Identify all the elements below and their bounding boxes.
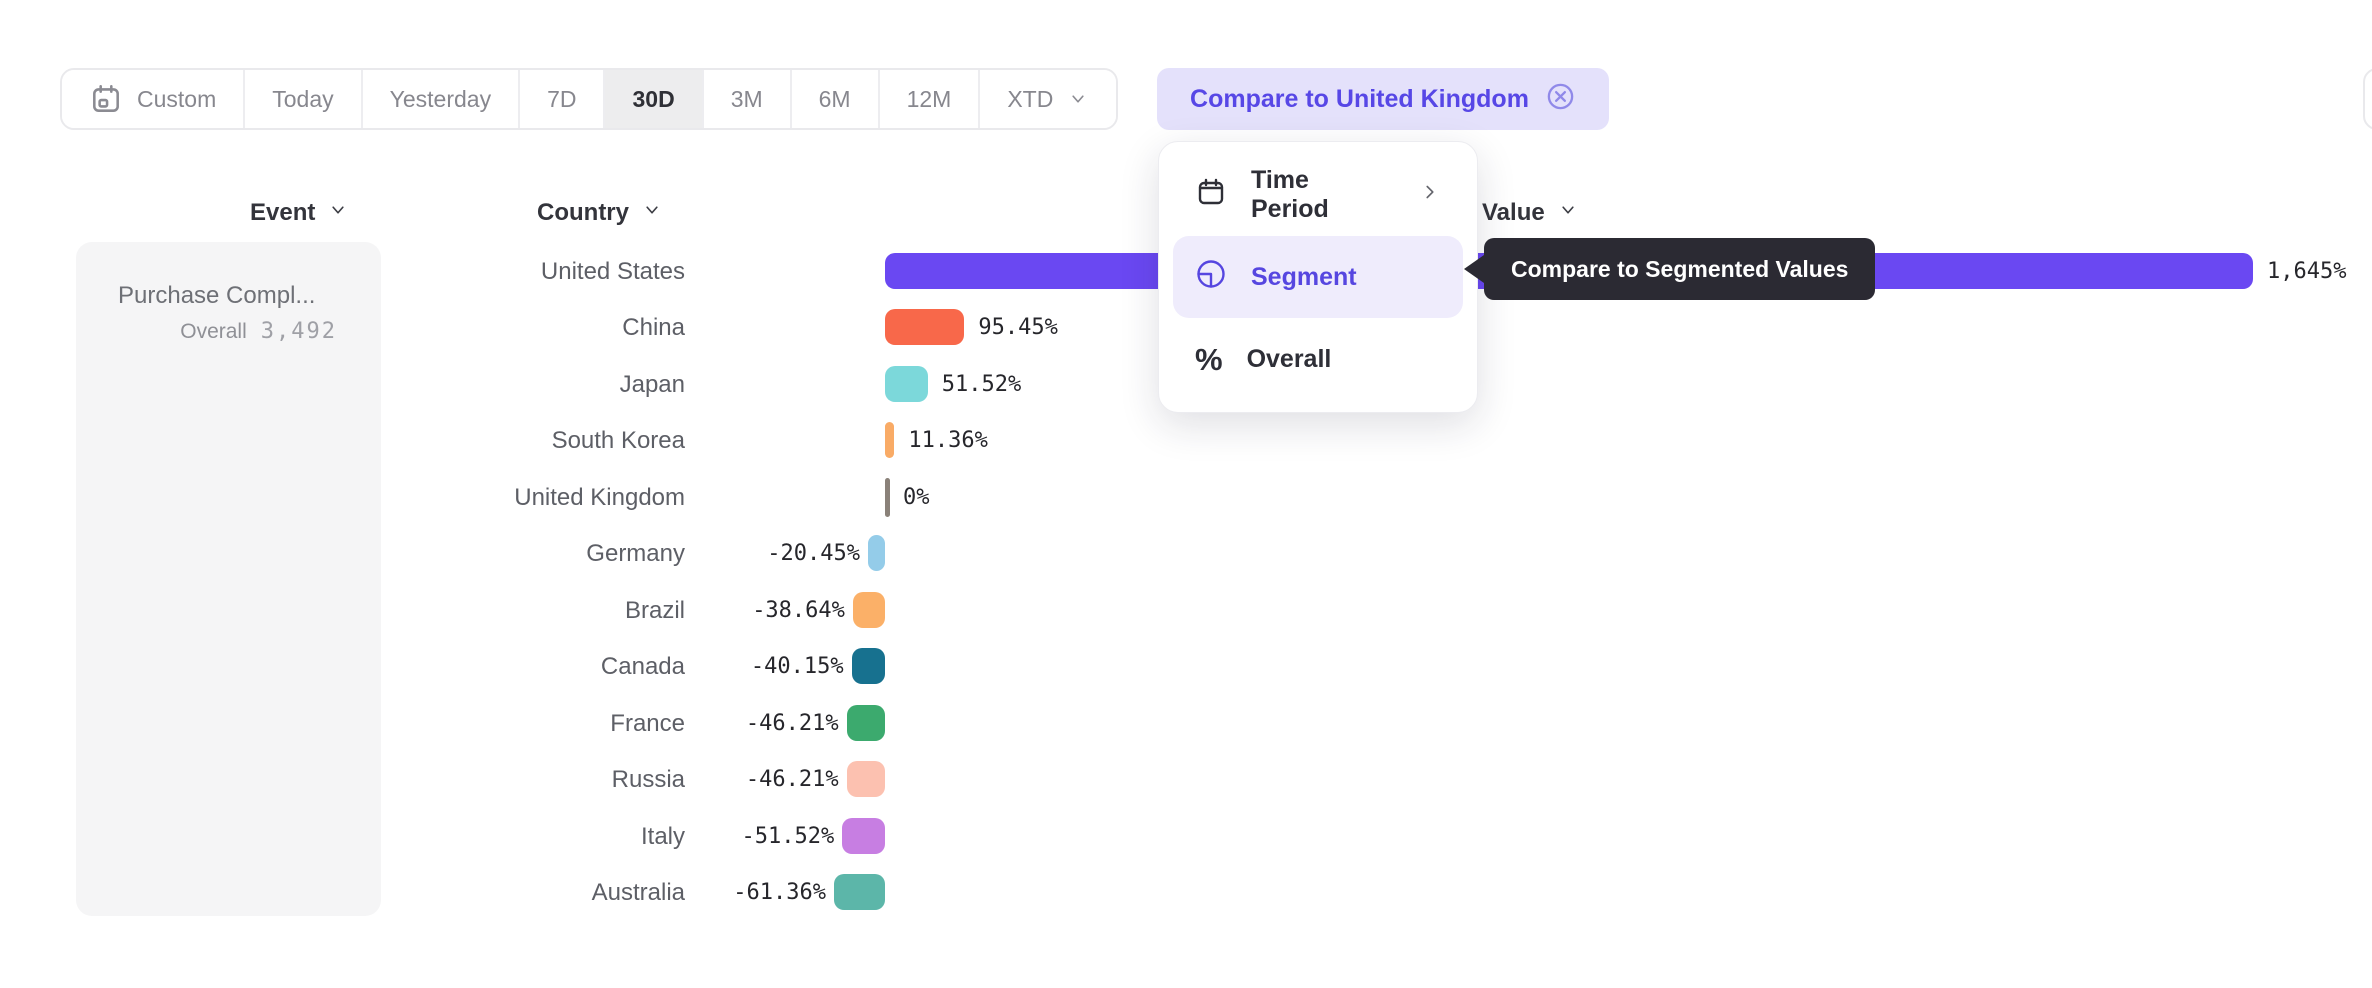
tooltip-text: Compare to Segmented Values	[1484, 238, 1876, 300]
column-header-country[interactable]: Country	[537, 198, 663, 228]
country-label: Japan	[619, 370, 685, 398]
calendar-icon	[1195, 176, 1227, 215]
range-button-custom[interactable]: Custom	[62, 70, 246, 128]
range-label: XTD	[1007, 85, 1054, 112]
menu-item-overall[interactable]: % Overall	[1173, 318, 1463, 400]
event-overall-row: Overall 3,492	[118, 319, 337, 344]
range-button-12m[interactable]: 12M	[879, 70, 981, 128]
value-header-label: Value	[1482, 199, 1545, 226]
range-label: Custom	[137, 85, 217, 112]
value-label: 51.52%	[941, 371, 1022, 397]
country-label: Australia	[591, 879, 685, 906]
chart-row-china: China 95.45%	[0, 299, 2372, 356]
date-range-toolbar: Custom Today Yesterday 7D 30D 3M 6M 12M XTD	[60, 68, 1119, 130]
value-label: 0%	[903, 484, 930, 510]
compare-chip[interactable]: Compare to United Kingdom	[1157, 68, 1609, 130]
compare-dropdown-menu: Time Period Segment% Overall	[1158, 141, 1478, 413]
bar[interactable]	[851, 648, 885, 684]
range-button-xtd[interactable]: XTD	[980, 70, 1117, 128]
range-button-30d[interactable]: 30D	[605, 70, 704, 128]
menu-item-segment[interactable]: Segment	[1173, 236, 1463, 318]
chart-row-united-kingdom: United Kingdom 0%	[0, 469, 2372, 526]
chart-row-canada: Canada -40.15%	[0, 638, 2372, 695]
bar[interactable]	[885, 422, 895, 458]
value-label: -20.45%	[767, 541, 860, 566]
overall-value: 3,492	[260, 319, 337, 344]
bar[interactable]	[846, 704, 885, 741]
value-label: -46.21%	[745, 710, 839, 736]
country-label: Germany	[586, 540, 685, 567]
country-label: United States	[540, 257, 685, 285]
range-button-3m[interactable]: 3M	[703, 70, 792, 128]
bar[interactable]	[885, 365, 928, 402]
range-label: 30D	[632, 85, 675, 112]
range-label: Yesterday	[389, 85, 492, 112]
chart-row-france: France -46.21%	[0, 695, 2372, 752]
compare-chip-label: Compare to United Kingdom	[1190, 84, 1529, 113]
range-button-yesterday[interactable]: Yesterday	[362, 70, 521, 128]
range-button-today[interactable]: Today	[245, 70, 363, 128]
tooltip: Compare to Segmented Values	[1464, 238, 1876, 300]
event-panel[interactable]: Purchase Compl... Overall 3,492	[76, 242, 381, 916]
bar[interactable]	[885, 309, 965, 345]
chevron-down-icon	[641, 199, 663, 228]
value-label: 1,645%	[2267, 258, 2347, 284]
country-label: Russia	[611, 766, 685, 793]
chart-row-south-korea: South Korea 11.36%	[0, 412, 2372, 469]
bar[interactable]	[834, 874, 885, 910]
value-label: -38.64%	[752, 597, 845, 623]
overall-label: Overall	[180, 320, 247, 343]
chevron-right-icon	[1419, 181, 1441, 210]
chart-row-australia: Australia -61.36%	[0, 864, 2372, 921]
menu-item-label: Segment	[1251, 262, 1357, 291]
value-label: -40.15%	[750, 654, 844, 679]
menu-item-label: Overall	[1246, 344, 1332, 373]
country-label: Italy	[640, 822, 685, 850]
country-header-label: Country	[537, 199, 629, 226]
menu-item-label: Time Period	[1251, 166, 1329, 223]
event-title: Purchase Compl...	[118, 282, 316, 309]
column-header-event[interactable]: Event	[250, 198, 349, 228]
chevron-down-icon	[1067, 88, 1089, 110]
range-label: 7D	[547, 85, 577, 112]
close-circle-icon[interactable]	[1545, 81, 1576, 117]
value-label: -46.21%	[745, 767, 839, 792]
country-label: France	[610, 709, 685, 737]
bar[interactable]	[842, 817, 885, 854]
calendar-custom-icon	[89, 82, 123, 116]
value-label: 11.36%	[908, 428, 988, 453]
percent-icon: %	[1195, 341, 1223, 377]
value-label: -61.36%	[733, 880, 826, 905]
event-header-label: Event	[250, 199, 316, 226]
country-label: South Korea	[551, 427, 685, 454]
chart-row-germany: Germany -20.45%	[0, 525, 2372, 582]
bar[interactable]	[868, 535, 885, 571]
column-header-value[interactable]: Value	[1482, 198, 1579, 228]
range-button-6m[interactable]: 6M	[791, 70, 880, 128]
country-label: Brazil	[624, 596, 685, 624]
range-label: 3M	[730, 85, 763, 112]
country-label: United Kingdom	[514, 483, 685, 511]
cutoff-button[interactable]	[2363, 68, 2372, 130]
country-label: China	[622, 314, 685, 341]
chart-row-japan: Japan 51.52%	[0, 356, 2372, 413]
chart-row-brazil: Brazil -38.64%	[0, 582, 2372, 639]
chart-row-italy: Italy -51.52%	[0, 808, 2372, 865]
menu-item-time-period[interactable]: Time Period	[1173, 154, 1463, 236]
tooltip-arrow-icon	[1464, 255, 1484, 283]
country-label: Canada	[600, 653, 685, 680]
range-label: 6M	[818, 85, 851, 112]
chart-row-russia: Russia -46.21%	[0, 751, 2372, 808]
chevron-down-icon	[1557, 199, 1579, 228]
range-label: 12M	[906, 85, 952, 112]
segment-icon	[1195, 258, 1227, 297]
chevron-down-icon	[327, 199, 349, 228]
bar[interactable]	[846, 761, 885, 797]
value-label: -51.52%	[741, 823, 835, 849]
bar[interactable]	[852, 591, 885, 628]
range-label: Today	[272, 85, 334, 112]
value-label: 95.45%	[978, 315, 1058, 340]
baseline-tick	[885, 477, 890, 517]
range-button-7d[interactable]: 7D	[520, 70, 606, 128]
